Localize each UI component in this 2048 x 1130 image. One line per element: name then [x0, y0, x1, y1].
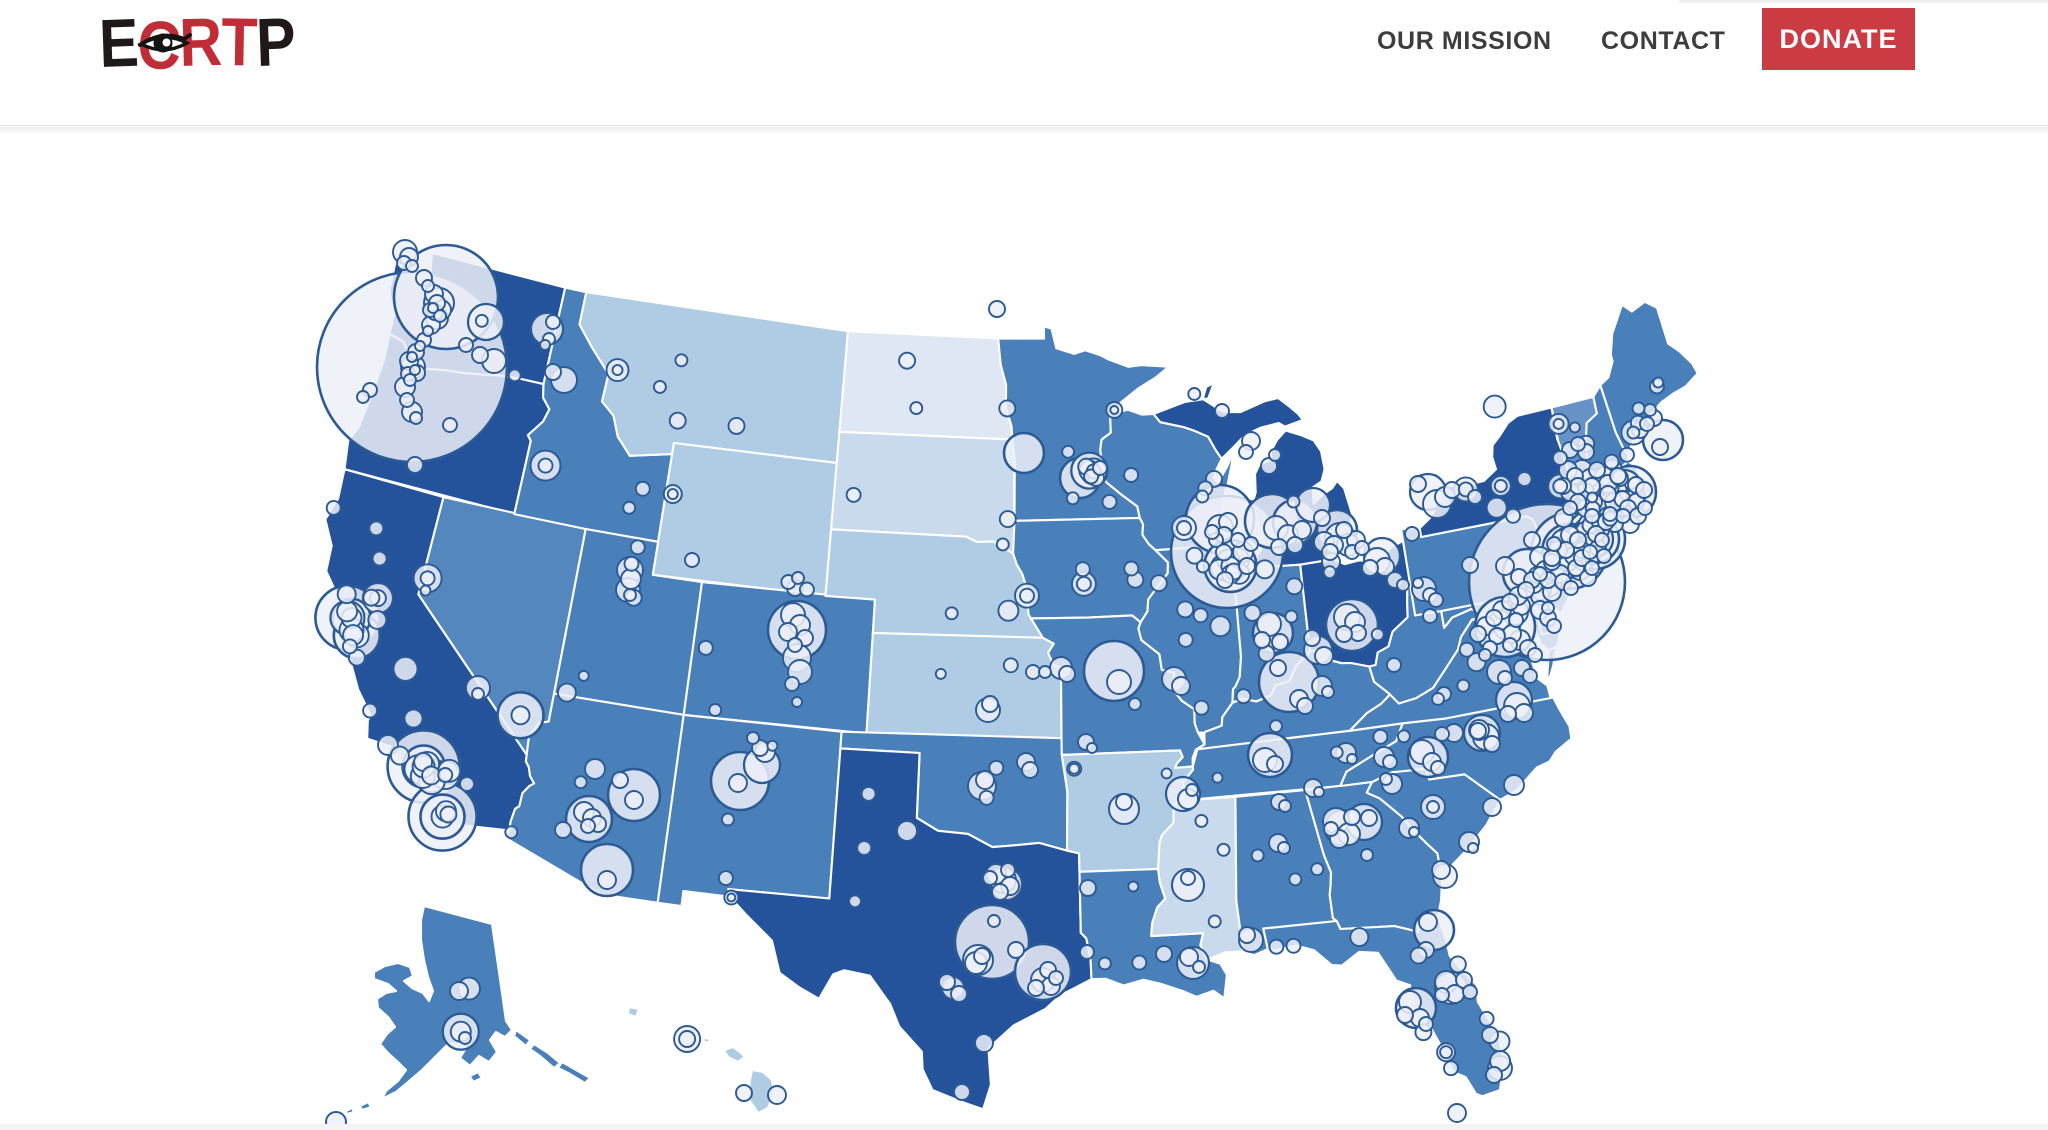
svg-text:E: E — [98, 14, 140, 82]
svg-text:T: T — [221, 14, 259, 81]
svg-text:R: R — [178, 14, 223, 81]
svg-text:P: P — [255, 14, 297, 81]
